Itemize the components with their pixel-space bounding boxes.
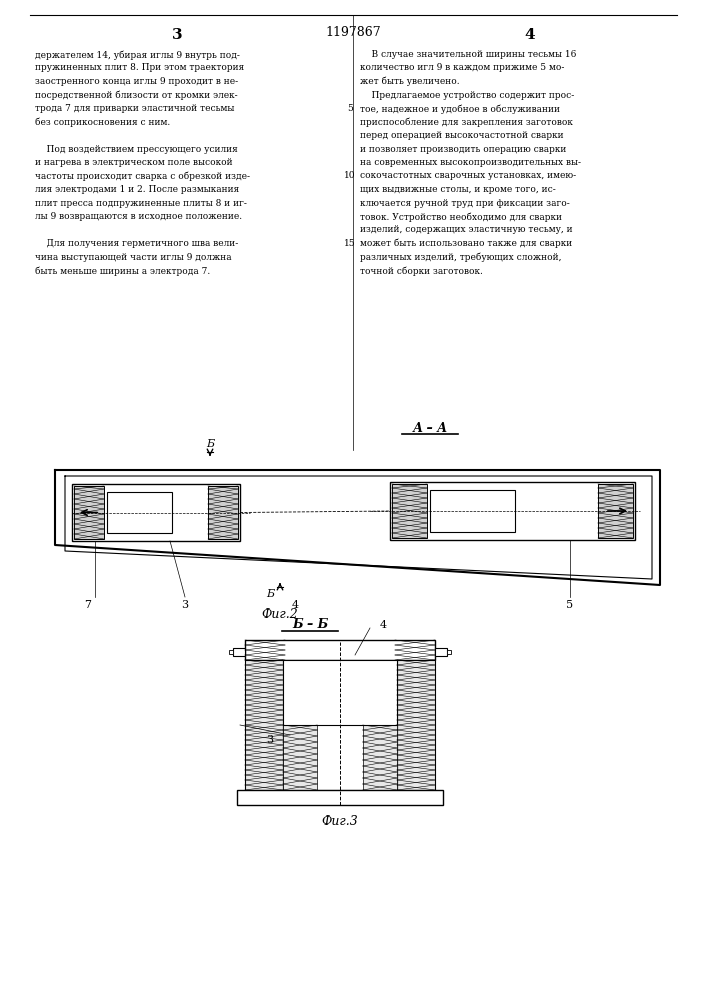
Bar — [283, 660, 397, 790]
Text: 4: 4 — [525, 28, 535, 42]
Text: 4: 4 — [380, 620, 387, 630]
Text: может быть использовано также для сварки: может быть использовано также для сварки — [360, 239, 572, 248]
Text: заостренного конца иглы 9 проходит в не-: заостренного конца иглы 9 проходит в не- — [35, 77, 238, 86]
Bar — [237, 790, 443, 805]
Text: Б: Б — [206, 439, 214, 449]
Text: А – А: А – А — [412, 422, 448, 434]
Bar — [397, 660, 435, 790]
Text: Б – Б: Б – Б — [292, 618, 328, 632]
Bar — [208, 486, 238, 539]
Text: В случае значительной ширины тесьмы 16: В случае значительной ширины тесьмы 16 — [360, 50, 576, 59]
Text: держателем 14, убирая иглы 9 внутрь под-: держателем 14, убирая иглы 9 внутрь под- — [35, 50, 240, 60]
Text: тое, надежное и удобное в обслуживании: тое, надежное и удобное в обслуживании — [360, 104, 560, 113]
Bar — [245, 660, 283, 790]
Text: чина выступающей части иглы 9 должна: чина выступающей части иглы 9 должна — [35, 252, 232, 261]
Bar — [74, 486, 104, 539]
Text: 4: 4 — [291, 600, 298, 610]
Text: Фиг.3: Фиг.3 — [322, 815, 358, 828]
Text: и позволяет производить операцию сварки: и позволяет производить операцию сварки — [360, 144, 566, 153]
Bar — [598, 484, 633, 538]
Bar — [107, 492, 172, 533]
Text: 3: 3 — [182, 600, 189, 610]
Text: Под воздействием прессующего усилия: Под воздействием прессующего усилия — [35, 144, 238, 153]
Text: Предлагаемое устройство содержит прос-: Предлагаемое устройство содержит прос- — [360, 91, 574, 100]
Text: жет быть увеличено.: жет быть увеличено. — [360, 77, 460, 87]
Text: 10: 10 — [344, 172, 356, 180]
Text: лы 9 возвращаются в исходное положение.: лы 9 возвращаются в исходное положение. — [35, 212, 242, 221]
Text: 5: 5 — [566, 600, 573, 610]
Text: сокочастотных сварочных установках, имею-: сокочастотных сварочных установках, имею… — [360, 172, 576, 180]
Bar — [229, 650, 233, 654]
Text: 15: 15 — [344, 239, 356, 248]
Text: перед операцией высокочастотной сварки: перед операцией высокочастотной сварки — [360, 131, 563, 140]
Text: щих выдвижные столы, и кроме того, ис-: щих выдвижные столы, и кроме того, ис- — [360, 185, 556, 194]
Bar — [283, 725, 317, 790]
Text: 1197867: 1197867 — [325, 25, 381, 38]
Text: Для получения герметичного шва вели-: Для получения герметичного шва вели- — [35, 239, 238, 248]
Bar — [363, 725, 397, 790]
Text: пружиненных плит 8. При этом траектория: пружиненных плит 8. При этом траектория — [35, 64, 244, 73]
Bar — [447, 650, 451, 654]
Bar — [72, 484, 240, 541]
Bar — [392, 484, 427, 538]
Text: различных изделий, требующих сложной,: различных изделий, требующих сложной, — [360, 252, 561, 262]
Text: 7: 7 — [85, 600, 91, 610]
Bar — [245, 640, 435, 660]
Bar — [233, 648, 245, 656]
Text: количество игл 9 в каждом прижиме 5 мо-: количество игл 9 в каждом прижиме 5 мо- — [360, 64, 564, 73]
Text: плит пресса подпружиненные плиты 8 и иг-: плит пресса подпружиненные плиты 8 и иг- — [35, 198, 247, 208]
Text: без соприкосновения с ним.: без соприкосновения с ним. — [35, 117, 170, 127]
Text: частоты происходит сварка с обрезкой изде-: частоты происходит сварка с обрезкой изд… — [35, 172, 250, 181]
Text: посредственной близости от кромки элек-: посредственной близости от кромки элек- — [35, 91, 238, 100]
Text: 5: 5 — [347, 104, 353, 113]
Text: 3: 3 — [172, 28, 182, 42]
Text: товок. Устройство необходимо для сварки: товок. Устройство необходимо для сварки — [360, 212, 562, 222]
Text: трода 7 для приварки эластичной тесьмы: трода 7 для приварки эластичной тесьмы — [35, 104, 235, 113]
Text: 3: 3 — [267, 735, 274, 745]
Text: Фиг.2: Фиг.2 — [262, 608, 298, 621]
Text: приспособление для закрепления заготовок: приспособление для закрепления заготовок — [360, 117, 573, 127]
Text: Б: Б — [266, 589, 274, 599]
Bar — [390, 482, 635, 540]
Text: изделий, содержащих эластичную тесьму, и: изделий, содержащих эластичную тесьму, и — [360, 226, 573, 234]
Text: ключается ручной труд при фиксации заго-: ключается ручной труд при фиксации заго- — [360, 198, 570, 208]
Text: лия электродами 1 и 2. После размыкания: лия электродами 1 и 2. После размыкания — [35, 185, 239, 194]
Text: быть меньше ширины а электрода 7.: быть меньше ширины а электрода 7. — [35, 266, 210, 275]
Text: точной сборки заготовок.: точной сборки заготовок. — [360, 266, 483, 275]
Text: на современных высокопроизводительных вы-: на современных высокопроизводительных вы… — [360, 158, 581, 167]
Text: и нагрева в электрическом поле высокой: и нагрева в электрическом поле высокой — [35, 158, 233, 167]
Bar — [435, 648, 447, 656]
Bar — [430, 490, 515, 532]
